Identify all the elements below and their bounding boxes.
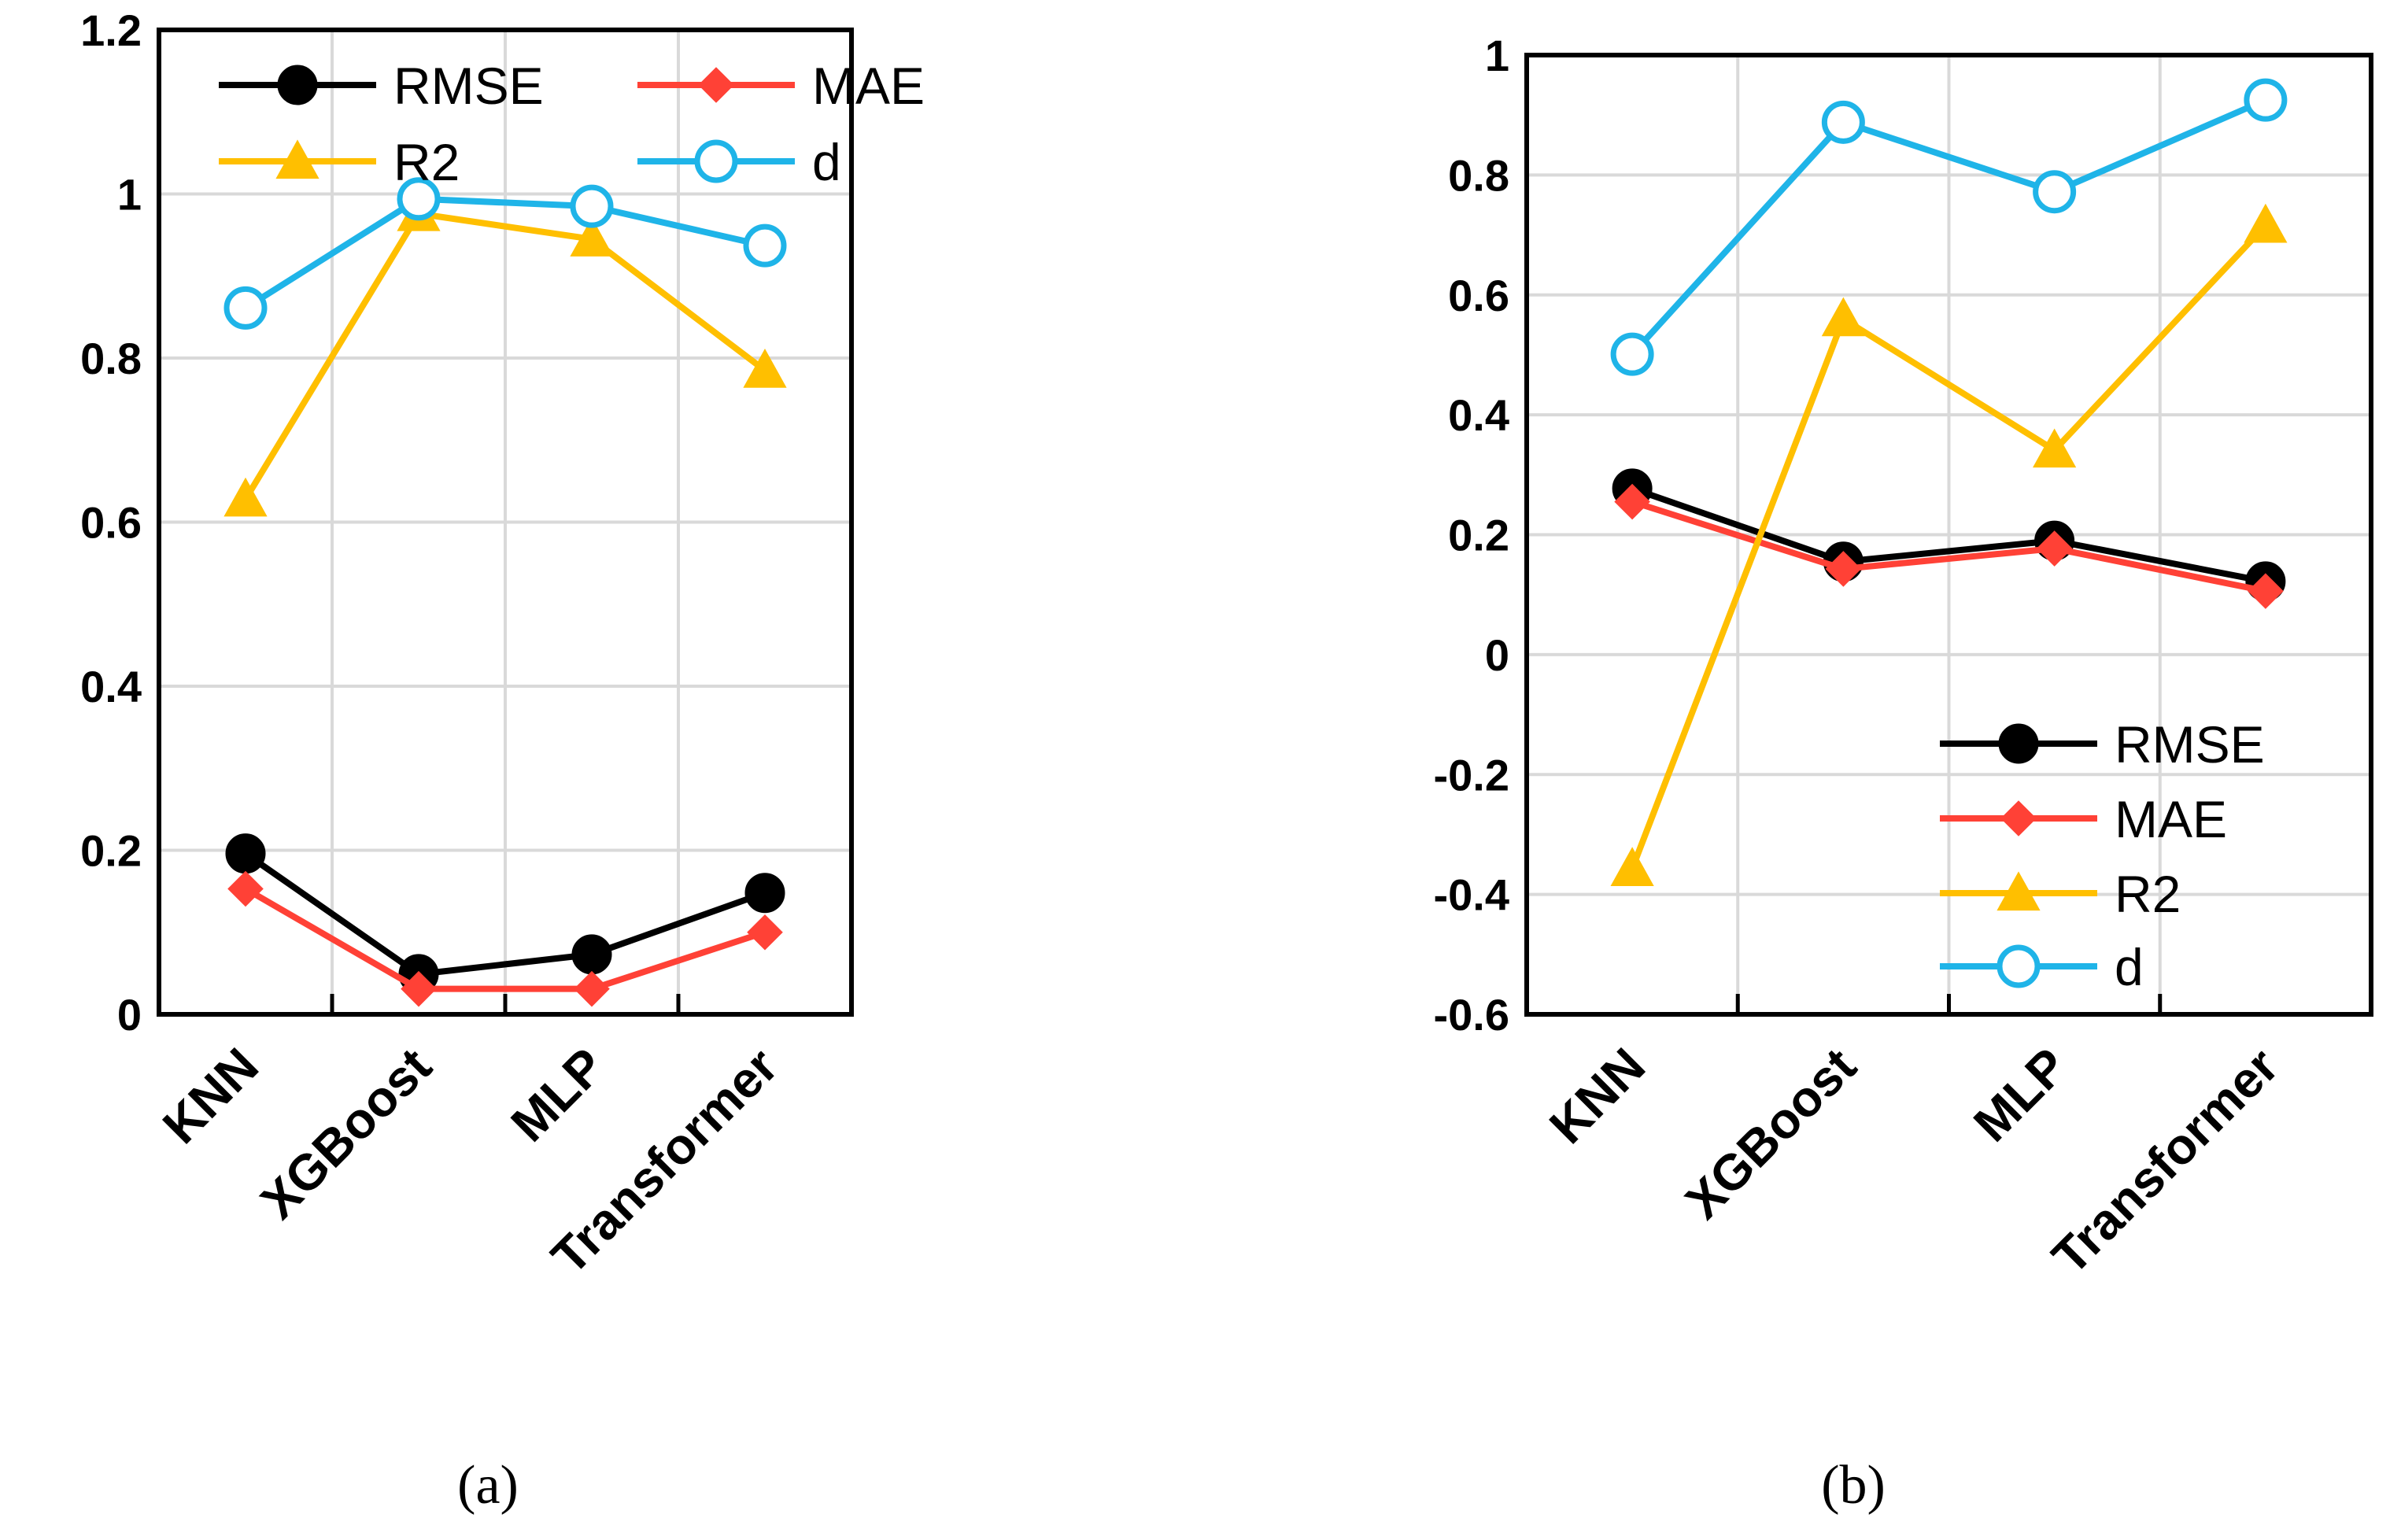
y-tick-label: 0.6 bbox=[80, 498, 142, 548]
x-category-label: MLP bbox=[1963, 1037, 2078, 1152]
y-tick-label: 0 bbox=[1485, 630, 1509, 680]
data-point-d bbox=[1610, 332, 1654, 376]
data-point-mae bbox=[1614, 483, 1650, 520]
data-point-mae bbox=[2036, 530, 2073, 567]
legend-marker-d bbox=[694, 139, 738, 183]
y-tick-label: 0.6 bbox=[1448, 271, 1509, 320]
series-line-rmse bbox=[1631, 486, 2266, 585]
data-point-d bbox=[397, 177, 441, 221]
legend-marker-r2 bbox=[275, 139, 320, 179]
legend-marker-mae bbox=[2000, 800, 2037, 836]
x-category-label: KNN bbox=[152, 1037, 269, 1154]
data-point-d bbox=[2244, 78, 2288, 122]
data-point-rmse bbox=[225, 833, 266, 874]
data-point-mae bbox=[1825, 551, 1862, 587]
legend-marker-rmse bbox=[277, 65, 318, 105]
y-tick-label: 1 bbox=[117, 170, 142, 220]
data-point-mae bbox=[401, 970, 437, 1007]
data-point-mae bbox=[574, 970, 610, 1007]
data-point-rmse bbox=[571, 934, 612, 975]
data-point-r2 bbox=[743, 349, 787, 388]
x-category-label: XGBoost bbox=[1675, 1037, 1867, 1230]
panel-label: (a) bbox=[457, 1455, 519, 1516]
series-line-mae bbox=[1631, 498, 2266, 595]
data-point-d bbox=[1821, 100, 1865, 144]
series-line-d bbox=[243, 195, 766, 311]
data-point-r2 bbox=[570, 217, 614, 257]
series-line-r2 bbox=[242, 210, 767, 501]
legend: RMSE MAE R2 d bbox=[1940, 715, 2265, 996]
legend-marker-d bbox=[1997, 944, 2041, 988]
plot-frame bbox=[1524, 53, 2373, 1017]
data-point-mae bbox=[2248, 573, 2284, 609]
data-point-r2 bbox=[2244, 203, 2288, 243]
legend-label-d: d bbox=[812, 133, 841, 191]
data-point-rmse bbox=[744, 873, 785, 914]
legend-label-mae: MAE bbox=[812, 57, 925, 115]
data-point-mae bbox=[747, 914, 783, 951]
data-point-d bbox=[223, 286, 268, 330]
panel-label: (b) bbox=[1821, 1455, 1886, 1516]
y-tick-label: 0 bbox=[117, 990, 142, 1040]
legend-label-mae: MAE bbox=[2115, 790, 2227, 848]
y-tick-label: -0.4 bbox=[1434, 870, 1510, 920]
y-tick-label: -0.6 bbox=[1434, 990, 1510, 1040]
legend: RMSE MAE R2 d bbox=[219, 57, 925, 191]
x-category-label: MLP bbox=[500, 1037, 615, 1152]
data-point-r2 bbox=[1821, 297, 1865, 337]
legend-label-r2: R2 bbox=[2115, 865, 2181, 923]
series-line-r2 bbox=[1629, 223, 2268, 870]
y-tick-label: -0.2 bbox=[1434, 750, 1510, 800]
y-tick-label: 0.4 bbox=[80, 662, 142, 711]
series-line-d bbox=[1630, 97, 2267, 356]
data-point-d bbox=[2033, 170, 2077, 214]
y-tick-label: 0.4 bbox=[1448, 390, 1509, 440]
legend-marker-r2 bbox=[1997, 871, 2041, 911]
x-category-label: KNN bbox=[1538, 1037, 1656, 1154]
y-tick-label: 0.8 bbox=[80, 334, 142, 383]
x-category-label: XGBoost bbox=[249, 1037, 442, 1230]
data-point-r2 bbox=[223, 477, 268, 517]
plot-frame bbox=[157, 28, 854, 1017]
chart-panel-b: -0.6 -0.4 -0.2 0 0.2 0.4 0.6 0.8 1 KNN XGBoost MLPT… bbox=[1434, 31, 2373, 1516]
legend-marker-rmse bbox=[1998, 723, 2039, 764]
y-tick-label: 0.2 bbox=[1448, 511, 1509, 560]
series-line-mae bbox=[243, 886, 766, 992]
y-tick-label: 0.2 bbox=[80, 826, 142, 876]
data-point-r2 bbox=[1610, 847, 1654, 886]
data-point-mae bbox=[227, 870, 264, 907]
y-tick-label: 1 bbox=[1485, 31, 1509, 80]
data-point-r2 bbox=[2033, 428, 2077, 468]
legend-label-r2: R2 bbox=[393, 133, 460, 191]
series-line-rmse bbox=[243, 851, 766, 977]
y-tick-label: 0.8 bbox=[1448, 150, 1509, 200]
data-point-d bbox=[743, 223, 787, 268]
legend-marker-mae bbox=[698, 67, 734, 103]
y-tick-label: 1.2 bbox=[80, 6, 142, 55]
legend-label-rmse: RMSE bbox=[393, 57, 544, 115]
legend-label-d: d bbox=[2115, 938, 2144, 996]
data-point-d bbox=[570, 184, 614, 228]
legend-label-rmse: RMSE bbox=[2115, 715, 2265, 774]
x-category-label: Transformer bbox=[2041, 1037, 2289, 1285]
